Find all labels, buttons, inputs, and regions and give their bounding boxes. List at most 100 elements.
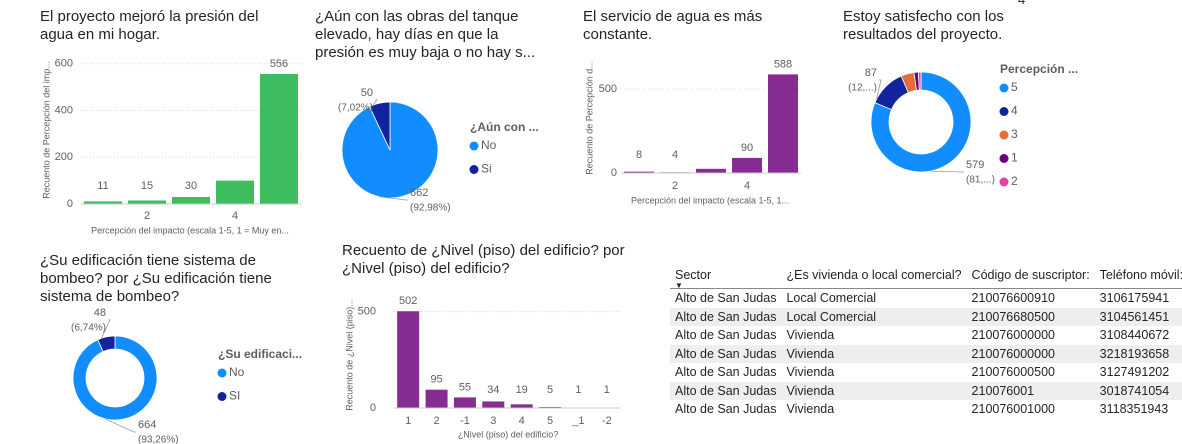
slicer-fragment: 4: [1018, 0, 1025, 7]
data-label: 579: [966, 159, 984, 171]
table-cell: 3018741054: [1094, 381, 1182, 400]
y-tick-label: 600: [55, 58, 73, 70]
legend-marker: [999, 130, 1009, 140]
column-header: Sector ▼: [670, 266, 782, 290]
data-label: 588: [774, 58, 792, 70]
bar: [624, 171, 654, 173]
table-cell: 210076000000: [966, 344, 1095, 363]
data-label: 19: [516, 384, 528, 396]
x-tick-label: 1: [405, 415, 411, 427]
table-cell: Alto de San Judas: [670, 381, 782, 400]
table-cell: 210076000500: [971, 365, 1055, 380]
legend-label: 4: [1011, 104, 1018, 118]
data-label: 15: [141, 180, 153, 192]
legend-title: ¿Su edificaci...: [218, 347, 302, 361]
legend-marker: [217, 368, 227, 378]
data-table: Sector ▼ ¿Es vivienda o local comercial? Có…: [670, 266, 1182, 419]
table-cell: 3218193658: [1094, 344, 1182, 363]
sort-arrow: ▼: [675, 281, 683, 290]
y-tick-label: 0: [611, 167, 617, 179]
table-cell: Vivienda: [786, 402, 835, 417]
column-header: Teléfono móvil:: [1094, 266, 1182, 289]
x-tick-label: 3: [490, 415, 496, 427]
legend-title: ¿Aún con ...: [470, 120, 539, 134]
table-cell: 210076001000: [971, 402, 1055, 417]
slice: [368, 101, 391, 151]
table-cell: Alto de San Judas: [670, 344, 782, 363]
table-cell: 210076000000: [971, 328, 1055, 343]
data-label: 11: [97, 180, 108, 192]
table-cell: Vivienda: [786, 365, 835, 380]
bar: [510, 404, 533, 408]
slice: [72, 335, 158, 421]
legend-label: SI: [229, 389, 240, 403]
data-label: 4: [672, 149, 678, 161]
y-tick-label: 400: [55, 104, 73, 116]
legend-marker: [999, 154, 1009, 163]
legend-label: No: [229, 365, 245, 379]
legend-label: 2: [1011, 174, 1018, 188]
legend-marker: [999, 107, 1009, 116]
data-label: 1: [575, 384, 581, 396]
leader-line: [104, 418, 136, 433]
table-row: Alto de San Judas Vivienda 210076000000 310…: [670, 326, 1182, 345]
legend-label: 5: [1011, 80, 1018, 94]
table-row: Alto de San Judas Vivienda 210076001000 311…: [670, 400, 1182, 419]
bar: [482, 401, 505, 408]
x-tick-label: 4: [744, 180, 750, 192]
y-axis-label: Recuento de Percepción d...: [584, 61, 594, 175]
chart-title: El proyecto mejoró la presión del agua e…: [40, 8, 259, 43]
legend-marker: [217, 392, 227, 401]
bar: [397, 311, 420, 408]
legend-marker: [999, 177, 1009, 187]
y-tick-label: 0: [370, 402, 376, 414]
bar: [732, 157, 762, 173]
data-label: 55: [459, 381, 471, 393]
data-label: 30: [185, 180, 197, 192]
x-tick-label: 5: [547, 415, 553, 427]
x-tick-label: 4: [519, 415, 525, 427]
table-cell: Vivienda: [781, 344, 967, 363]
slice: [97, 335, 116, 353]
legend-label: 3: [1011, 127, 1018, 141]
x-tick-label: -2: [602, 415, 612, 427]
table-cell: Vivienda: [781, 381, 967, 400]
percent-label: (12,...): [848, 83, 877, 94]
x-axis-label: Percepción del impacto (escala 1-5, 1 = …: [91, 225, 289, 235]
table-cell: 210076600910: [971, 291, 1055, 306]
bar: [260, 73, 298, 204]
slice: [917, 71, 922, 91]
table-cell: Alto de San Judas: [675, 365, 777, 380]
table-cell: 3127491202: [1099, 365, 1170, 380]
bar: [696, 168, 726, 173]
table-cell: Alto de San Judas: [675, 328, 777, 343]
data-label: 90: [741, 142, 753, 154]
chart-title: El servicio de agua es más constante.: [583, 8, 763, 43]
x-tick-label: -1: [460, 415, 470, 427]
table-cell: Alto de San Judas: [675, 291, 777, 306]
legend-label: Si: [481, 162, 492, 176]
data-label: 664: [138, 419, 156, 431]
bar: [768, 74, 798, 173]
table-cell: 210076680500: [966, 307, 1095, 326]
y-axis-label: Recuento de ¿Nivel (piso)...: [344, 299, 354, 411]
chart-title: ¿Su edificación tiene sistema de bombeo?…: [40, 252, 272, 305]
table-cell: Local Comercial: [781, 307, 967, 326]
table-cell: 210076001: [966, 381, 1095, 400]
table-cell: 3106175941: [1099, 291, 1170, 306]
legend-marker: [469, 165, 479, 174]
table-row: Alto de San Judas Vivienda 210076000500 312…: [670, 363, 1182, 382]
legend-label: No: [481, 138, 497, 152]
slice: [870, 71, 972, 173]
chart-title: Recuento de ¿Nivel (piso) del edificio? …: [342, 242, 625, 277]
leader-line: [876, 79, 882, 99]
table-row: Alto de San Judas Local Comercial 21007668…: [670, 307, 1182, 326]
y-axis-label: Recuento de Percepción del imp...: [41, 61, 51, 199]
data-label: 502: [399, 295, 417, 307]
x-axis-label: Percepción del impacto (escala 1-5, 1...: [631, 195, 789, 205]
leader-line: [100, 319, 111, 339]
data-label: 662: [410, 187, 428, 199]
y-tick-label: 500: [599, 83, 617, 95]
